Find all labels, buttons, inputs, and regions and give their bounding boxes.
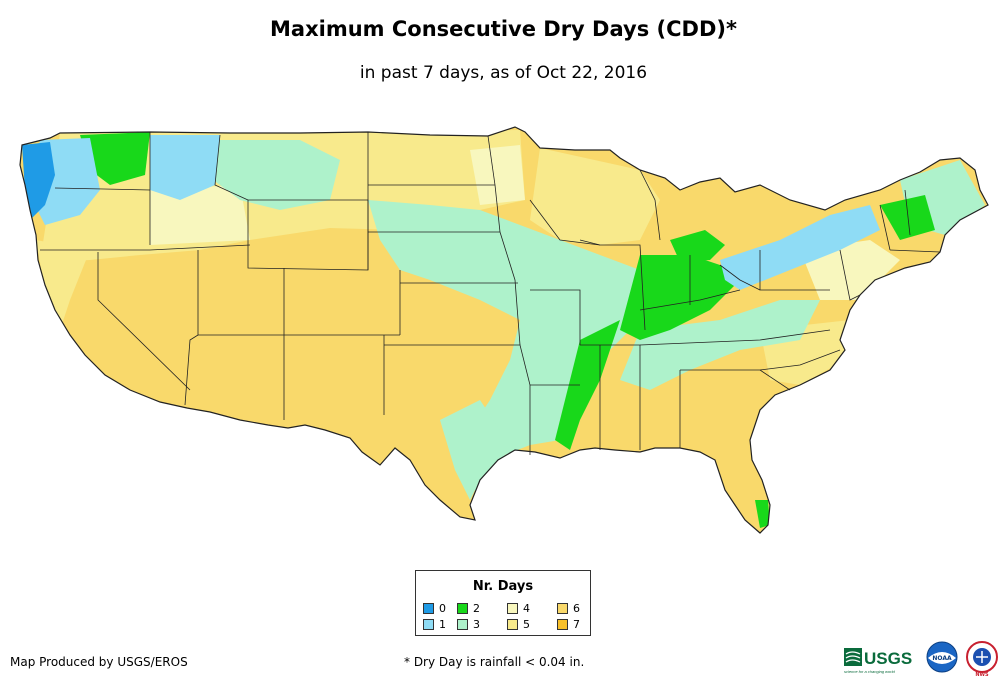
- dry-day-footnote: * Dry Day is rainfall < 0.04 in.: [404, 655, 585, 669]
- zone-5-days-west-coast: [36, 240, 90, 330]
- zone-2-days-michigan: [670, 230, 725, 262]
- zone-2-days-ohio-valley: [620, 255, 740, 340]
- legend: Nr. Days 0 1 2 3 4 5 6 7: [415, 570, 591, 636]
- zone-1-days-montana: [150, 135, 220, 200]
- zone-2-days-washington: [80, 132, 150, 185]
- legend-label: 2: [473, 602, 480, 615]
- legend-item: 2: [457, 602, 480, 615]
- legend-label: 7: [573, 618, 580, 631]
- state-boundaries: [40, 132, 941, 455]
- page-subtitle: in past 7 days, as of Oct 22, 2016: [359, 63, 648, 83]
- zone-2-days-mississippi: [555, 320, 620, 450]
- legend-label: 1: [439, 618, 446, 631]
- legend-item: 1: [423, 618, 446, 631]
- nws-wordmark: NWS: [975, 672, 989, 678]
- agency-logos: USGS science for a changing world NOAA N…: [844, 641, 998, 678]
- legend-title: Nr. Days: [472, 579, 534, 594]
- cdd-map: [19, 126, 989, 534]
- noaa-wordmark: NOAA: [932, 655, 952, 662]
- legend-label: 3: [473, 618, 480, 631]
- legend-label: 4: [523, 602, 530, 615]
- nws-logo: NWS: [966, 641, 998, 678]
- noaa-logo: NOAA: [926, 641, 958, 673]
- legend-item: 6: [557, 602, 580, 615]
- zone-4-days-idaho: [150, 185, 250, 245]
- zone-5-days-greatlakes: [530, 148, 660, 245]
- zone-2-days-newengland: [880, 195, 935, 240]
- zone-3-days-plains: [368, 200, 660, 500]
- legend-swatch: [423, 603, 434, 614]
- legend-label: 5: [523, 618, 530, 631]
- legend-swatch: [423, 619, 434, 630]
- zone-3-days-southeast: [620, 300, 820, 390]
- usgs-wordmark: USGS: [864, 649, 912, 668]
- legend-swatch: [507, 619, 518, 630]
- legend-item: 7: [557, 618, 580, 631]
- legend-swatch: [557, 619, 568, 630]
- zone-4-days-dakotas: [470, 145, 525, 205]
- page-title: Maximum Consecutive Dry Days (CDD)*: [270, 17, 737, 41]
- legend-label: 6: [573, 602, 580, 615]
- usgs-tagline: science for a changing world: [844, 669, 895, 674]
- legend-item: 4: [507, 602, 530, 615]
- map-credit: Map Produced by USGS/EROS: [10, 655, 188, 669]
- legend-swatch: [507, 603, 518, 614]
- zone-3-days-texas: [440, 400, 500, 500]
- zone-2-days-florida: [755, 500, 770, 528]
- legend-label: 0: [439, 602, 446, 615]
- legend-swatch: [457, 603, 468, 614]
- usgs-logo: USGS science for a changing world: [844, 648, 912, 674]
- zone-0-days-olympic: [22, 142, 55, 220]
- legend-item: 3: [457, 618, 480, 631]
- legend-swatch: [557, 603, 568, 614]
- legend-item: 0: [423, 602, 446, 615]
- legend-item: 5: [507, 618, 530, 631]
- legend-swatch: [457, 619, 468, 630]
